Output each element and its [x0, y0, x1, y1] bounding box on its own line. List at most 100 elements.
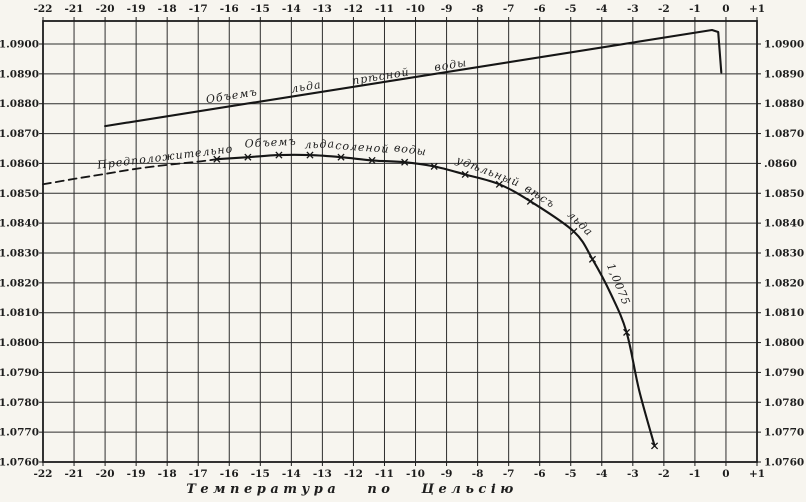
x-tick-label-bottom: -3 [627, 468, 639, 480]
data-point-marker [401, 158, 409, 166]
series-presumed-dashed [42, 158, 218, 186]
data-point-marker [495, 180, 503, 188]
y-tick-label-right: 1.0900 [764, 38, 804, 50]
curve-label: льда [290, 78, 322, 96]
y-tick-label-left: 1.0790 [0, 367, 39, 379]
data-point-marker [275, 151, 283, 159]
x-tick-label-top: -14 [282, 3, 301, 15]
y-tick-label-right: 1.0810 [764, 307, 804, 319]
x-tick-label-top: -21 [65, 3, 84, 15]
x-tick-label-top: -2 [658, 3, 670, 15]
y-tick-label-right: .0860 [764, 158, 797, 170]
x-tick-label-bottom: -7 [503, 468, 515, 480]
x-tick-label-bottom: -11 [375, 468, 394, 480]
y-tick-label-right: 1.0780 [764, 397, 804, 409]
y-tick-label-left: 1.0760 [0, 457, 39, 469]
y-tick-label-left: 1.0810 [0, 307, 39, 319]
x-tick-label-top: -18 [158, 3, 177, 15]
x-axis-title: Температура по Цельсію [186, 482, 518, 497]
x-tick-label-top: -16 [220, 3, 239, 15]
y-tick-label-right: 1.0820 [764, 277, 804, 289]
data-point-marker [570, 227, 578, 236]
data-point-marker [588, 255, 597, 263]
x-tick-label-bottom: -1 [689, 468, 701, 480]
x-tick-label-top: -13 [313, 3, 332, 15]
x-tick-label-top: -9 [441, 3, 453, 15]
x-tick-label-top: -8 [472, 3, 484, 15]
y-tick-label-left: 1.0840 [0, 218, 39, 230]
x-tick-label-bottom: 0 [722, 468, 729, 480]
y-tick-label-left: 1.0820 [0, 277, 39, 289]
curve-label: льда [304, 137, 335, 151]
y-tick-label-left: 1.0830 [0, 247, 39, 259]
y-tick-label-left: 1.0770 [0, 427, 39, 439]
x-tick-label-bottom: -6 [534, 468, 546, 480]
y-tick-label-right: 1.0800 [764, 337, 804, 349]
curve-label: воды [433, 56, 468, 74]
x-tick-label-bottom: -20 [96, 468, 115, 480]
x-tick-label-top: +1 [749, 3, 765, 15]
x-tick-label-bottom: -17 [189, 468, 208, 480]
x-tick-label-top: -19 [127, 3, 146, 15]
x-tick-label-bottom: -12 [344, 468, 363, 480]
curve-label: воды [393, 141, 427, 158]
y-tick-label-left: 1.0870 [0, 128, 39, 140]
data-point-marker [623, 328, 631, 336]
y-tick-label-right: 1.0890 [764, 68, 804, 80]
curve-label: Объемъ [244, 135, 297, 151]
x-tick-label-bottom: -8 [472, 468, 484, 480]
data-point-marker [244, 153, 252, 161]
x-tick-label-bottom: -19 [127, 468, 146, 480]
y-tick-label-left: 1.0780 [0, 397, 39, 409]
data-point-marker [213, 155, 221, 163]
y-tick-label-right: 1.0830 [764, 247, 804, 259]
x-tick-label-bottom: -16 [220, 468, 239, 480]
data-point-marker [461, 170, 469, 179]
x-tick-label-bottom: -4 [596, 468, 608, 480]
x-tick-label-bottom: -22 [34, 468, 53, 480]
x-tick-label-top: -5 [565, 3, 577, 15]
y-tick-label-right: 1.0840 [764, 218, 804, 230]
data-point-marker [306, 151, 314, 159]
y-tick-label-left: 1.0890 [0, 68, 39, 80]
y-tick-label-right: 1.0770 [764, 427, 804, 439]
x-tick-label-bottom: -14 [282, 468, 301, 480]
x-tick-label-bottom: -21 [65, 468, 84, 480]
y-tick-label-left: 1.0860 [0, 158, 39, 170]
y-tick-label-right: 1.0850 [764, 188, 804, 200]
y-tick-label-left: 1.0900 [0, 38, 39, 50]
x-tick-label-bottom: -15 [251, 468, 270, 480]
x-tick-label-top: -20 [96, 3, 115, 15]
data-point-marker [368, 156, 376, 164]
data-point-marker [430, 162, 438, 170]
series-freshwater-ice-line [104, 28, 723, 128]
x-tick-label-bottom: -2 [658, 468, 670, 480]
x-tick-label-top: -10 [406, 3, 425, 15]
y-tick-label-left: 1.0850 [0, 188, 39, 200]
x-tick-label-top: -22 [34, 3, 53, 15]
data-point-marker [526, 197, 534, 205]
x-tick-label-top: -7 [503, 3, 515, 15]
y-tick-label-left: 1.0880 [0, 98, 39, 110]
y-tick-label-right: 1.0760 [764, 457, 804, 469]
y-tick-label-right: 1.0870 [764, 128, 804, 140]
x-tick-label-top: -3 [627, 3, 639, 15]
x-tick-label-top: -1 [689, 3, 701, 15]
x-tick-label-top: 0 [722, 3, 729, 15]
x-tick-label-bottom: -10 [406, 468, 425, 480]
x-tick-label-bottom: -9 [441, 468, 453, 480]
data-point-marker [337, 153, 345, 161]
x-tick-label-bottom: -18 [158, 468, 177, 480]
x-tick-label-bottom: +1 [749, 468, 765, 480]
plot-frame [42, 20, 758, 463]
x-tick-label-top: -15 [251, 3, 270, 15]
x-tick-label-top: -17 [189, 3, 208, 15]
x-tick-label-top: -12 [344, 3, 363, 15]
x-tick-label-top: -4 [596, 3, 608, 15]
y-tick-label-right: 1.0880 [764, 98, 804, 110]
y-tick-label-left: 1.0800 [0, 337, 39, 349]
x-tick-label-bottom: -5 [565, 468, 577, 480]
